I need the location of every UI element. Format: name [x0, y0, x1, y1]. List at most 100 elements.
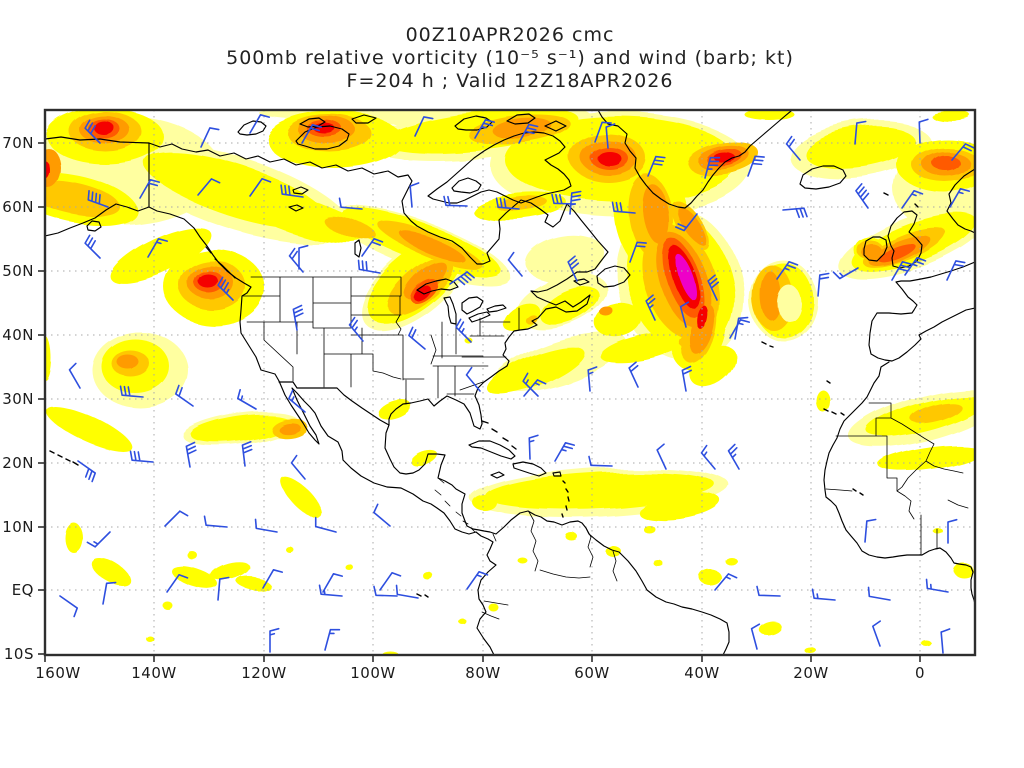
wind-barb — [707, 274, 720, 301]
vorticity-contour-blob — [676, 205, 708, 247]
vorticity-contour-blob — [815, 389, 829, 411]
vorticity-contour-blob — [655, 562, 665, 568]
wind-barb — [700, 444, 716, 470]
wind-barb — [408, 326, 426, 350]
wind-barb — [269, 627, 280, 653]
wind-barb — [86, 531, 111, 548]
vorticity-contour-blob — [45, 181, 123, 219]
wind-barb — [554, 442, 575, 462]
x-axis-label: 60W — [574, 664, 609, 682]
wind-barb — [611, 201, 636, 214]
vorticity-contour-blob — [92, 559, 132, 587]
vorticity-contour-blob — [172, 566, 218, 590]
wind-barb — [729, 319, 750, 339]
wind-barb — [588, 455, 613, 467]
wind-barb — [946, 260, 966, 281]
vorticity-contour-blob — [599, 306, 613, 316]
wind-barb — [594, 121, 612, 143]
y-axis-label: 10S — [4, 645, 34, 663]
wind-barb — [785, 135, 801, 161]
wind-barb — [203, 515, 228, 528]
vorticity-contour-blob — [198, 274, 218, 288]
chart-title-init-time: 00Z10APR2026 cmc — [405, 24, 615, 46]
x-axis-label: 80W — [465, 664, 500, 682]
y-axis-label: 40N — [2, 326, 34, 344]
wind-barb — [466, 570, 489, 590]
wind-barb — [217, 576, 230, 601]
wind-barb — [119, 385, 144, 398]
wind-barb — [379, 571, 402, 591]
south-america-country-borders — [434, 477, 618, 620]
vorticity-contour-blob — [109, 226, 211, 284]
africa-country-borders — [825, 402, 969, 556]
wind-barb — [567, 255, 580, 282]
wind-barb — [409, 182, 420, 208]
wind-barb — [629, 241, 647, 263]
wind-barb — [164, 510, 189, 527]
y-axis-label: 10N — [2, 518, 34, 536]
vorticity-contour-blob — [697, 306, 709, 330]
wind-barb — [776, 260, 799, 280]
y-axis-label: 50N — [2, 262, 34, 280]
wind-barb — [280, 184, 304, 198]
small-island-specks — [49, 192, 919, 598]
vorticity-contour-blob — [878, 444, 975, 472]
wind-barb — [449, 271, 475, 286]
wind-barb — [817, 272, 830, 297]
vorticity-contour-blob — [210, 561, 250, 581]
wind-barb — [324, 628, 341, 651]
vorticity-contour-blob — [277, 473, 323, 519]
coastline-pacific-islands — [86, 220, 236, 279]
wind-barb — [569, 190, 582, 215]
vorticity-contour-blob — [410, 449, 438, 467]
wind-barb — [292, 304, 304, 331]
wind-barb — [361, 237, 384, 257]
vorticity-contour-blob — [724, 556, 736, 564]
vorticity-contour-blob — [276, 420, 298, 432]
vorticity-contour-blob — [909, 401, 961, 423]
wind-barb — [298, 244, 309, 270]
wind-barb — [102, 581, 117, 605]
x-axis-label: 120W — [241, 664, 286, 682]
wind-barb — [940, 628, 951, 654]
vorticity-contour-blob — [64, 522, 82, 552]
wind-barb — [147, 238, 168, 258]
y-axis-label: 60N — [2, 198, 34, 216]
vorticity-contour-blob — [116, 354, 138, 368]
wind-barb — [811, 588, 836, 601]
wind-barb — [714, 573, 738, 591]
wind-barb — [518, 123, 539, 144]
wind-barb — [904, 256, 927, 276]
x-axis-label: 160W — [35, 664, 80, 682]
vorticity-contour-blob — [460, 620, 468, 626]
vorticity-contour-blob — [641, 183, 669, 243]
wind-barb — [681, 365, 692, 392]
us-state-borders — [242, 276, 520, 405]
x-axis-label: 20W — [793, 664, 828, 682]
vorticity-contour-blob — [759, 621, 781, 635]
wind-barb — [59, 595, 79, 618]
wind-barb — [832, 267, 859, 280]
wind-barb — [750, 623, 761, 650]
wind-barb — [249, 114, 270, 134]
map-clip-group — [45, 110, 975, 655]
wind-barb — [947, 518, 958, 544]
wind-barb — [949, 188, 970, 208]
wind-barb — [348, 316, 364, 342]
wind-barb — [200, 127, 220, 148]
wind-barb — [414, 116, 434, 137]
wind-barb — [727, 443, 740, 470]
coastline-north-america-arctic-east — [45, 136, 730, 655]
wind-barbs-layer — [59, 114, 975, 654]
wind-barb — [628, 361, 639, 388]
wind-barb — [587, 366, 598, 392]
vorticity-contour-blob — [638, 492, 722, 522]
wind-barb — [455, 318, 472, 343]
vorticity-contour-blob — [190, 414, 290, 442]
vorticity-contour-blob — [955, 565, 975, 579]
wind-barb — [656, 443, 667, 470]
wind-barb — [217, 276, 234, 301]
wind-barb — [495, 197, 520, 210]
coastline-greenland — [597, 110, 792, 209]
